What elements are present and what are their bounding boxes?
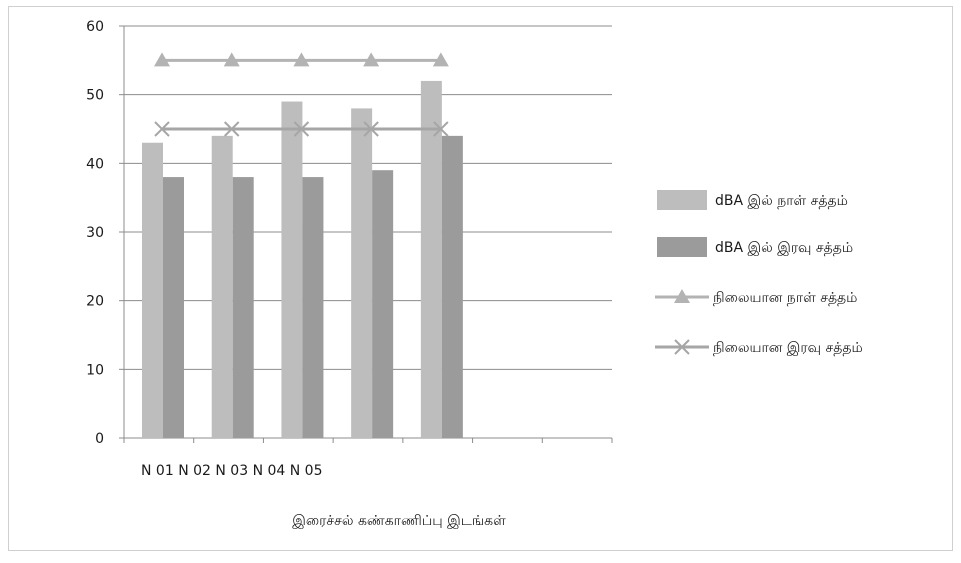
x-marker-stroke (224, 121, 240, 137)
noise-chart: 0 10 20 30 40 50 60 N 01 N 02 N 03 N 04 N 05 இ… (86, 19, 863, 529)
bar-night-1 (163, 177, 184, 439)
x-marker-stroke (363, 121, 379, 137)
legend-marker (674, 339, 690, 355)
x-axis-title: இரைச்சல் கண்காணிப்பு இடங்கள் (292, 513, 506, 529)
y-tick-label: 60 (86, 19, 104, 35)
bar-night-3 (302, 177, 324, 439)
bars (142, 80, 463, 439)
x-marker (433, 121, 449, 137)
y-tick-label: 30 (86, 225, 104, 241)
y-tick-label: 10 (86, 362, 104, 378)
bar-night-4 (372, 170, 394, 438)
bar-night-5 (441, 135, 463, 438)
legend-label: dBA இல் இரவு சத்தம் (715, 240, 853, 256)
chart-frame: 0 10 20 30 40 50 60 N 01 N 02 N 03 N 04 N 05 இ… (8, 6, 953, 551)
triangle-marker (293, 52, 310, 67)
reference-lines (154, 52, 449, 137)
category-labels: N 01 N 02 N 03 N 04 N 05 (141, 463, 323, 479)
triangle-marker (223, 52, 240, 67)
legend-label: நிலையான இரவு சத்தம் (713, 340, 863, 356)
bar-day-4 (351, 108, 373, 439)
legend-swatch (657, 237, 707, 257)
x-marker-stroke (154, 121, 170, 137)
bar-day-1 (142, 142, 163, 438)
y-tick-label: 0 (95, 431, 104, 447)
y-tick-labels: 0 10 20 30 40 50 60 (86, 19, 104, 447)
legend-label: நிலையான நாள் சத்தம் (713, 290, 857, 306)
triangle-marker (363, 52, 380, 67)
y-tick-label: 20 (86, 294, 104, 310)
bar-day-5 (420, 80, 442, 438)
legend-marker (674, 289, 690, 303)
x-marker (363, 121, 379, 137)
legend: dBA இல் நாள் சத்தம் dBA இல் இரவு சத்தம் நி… (655, 190, 863, 356)
y-tick-label: 50 (86, 88, 104, 104)
x-marker-stroke (433, 121, 449, 137)
y-tick-label: 40 (86, 156, 104, 172)
x-marker (293, 121, 310, 137)
triangle-marker (154, 52, 170, 67)
triangle-marker (432, 52, 449, 67)
bar-day-2 (211, 135, 233, 438)
legend-swatch (657, 190, 707, 210)
bar-day-3 (281, 101, 303, 439)
x-marker (224, 121, 240, 137)
x-marker (154, 121, 170, 137)
bar-night-2 (232, 177, 254, 439)
x-marker-stroke (293, 121, 310, 137)
legend-label: dBA இல் நாள் சத்தம் (715, 193, 848, 209)
